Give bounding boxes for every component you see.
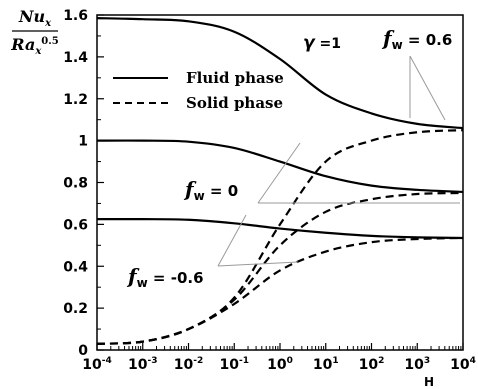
y-tick-label: 1.6 [63,8,88,24]
x-tick-label: 100 [267,356,293,373]
x-tick-label: 10-2 [174,356,203,373]
solid-phase-line-5 [96,236,464,345]
legend: Fluid phase Solid phase [113,69,284,112]
y-label-denominator: Rax0.5 [10,35,58,57]
x-tick-label: 101 [313,356,339,373]
x-tick-label: 102 [359,356,385,373]
x-tick-label: 10-4 [82,356,111,373]
fw-zero-annotation: fw = 0 [183,177,238,203]
tick-labels: 10-4 10-3 10-2 10-1 100 101 102 103 104 0 0.2 0.4 0.… [63,8,476,373]
y-tick-label: 1.4 [63,50,88,66]
annotation-pointer [257,142,301,204]
fluid-phase-line-2 [96,217,464,240]
y-label-numerator: Nux [18,7,52,29]
fluid-phase-line-0 [96,17,464,130]
solid-phase-line-4 [96,191,464,345]
plot-frame [96,14,464,351]
y-tick-label: 0 [78,343,88,359]
x-tick-label: 10-1 [220,356,249,373]
annotation-pointers [217,55,460,267]
fw-pos-annotation: fw = 0.6 [381,26,452,52]
y-tick-label: 0.8 [63,176,88,192]
y-tick-label: 0.6 [63,217,88,233]
x-tick-label: 103 [404,356,430,373]
annotation-pointer [409,55,446,121]
y-tick-label: 1 [78,134,88,150]
annotation-pointer [217,261,299,267]
x-tick-label: 104 [450,356,476,373]
legend-fluid-label: Fluid phase [186,69,284,87]
tick-marks [96,14,464,351]
gamma-annotation: γ =1 [303,33,341,53]
legend-solid-label: Solid phase [186,94,283,112]
y-tick-label: 0.2 [63,301,88,317]
y-tick-label: 1.2 [63,92,88,108]
y-tick-label: 0.4 [63,259,88,275]
x-axis-label: H [424,375,434,389]
fw-neg-annotation: fw = -0.6 [126,264,204,290]
solid-phase-line-3 [96,129,464,345]
series-layer [96,17,464,345]
fluid-phase-line-1 [96,139,464,194]
x-tick-label: 10-3 [128,356,157,373]
annotation-pointer [217,214,247,267]
y-axis-label: Nux Rax0.5 [10,7,58,57]
